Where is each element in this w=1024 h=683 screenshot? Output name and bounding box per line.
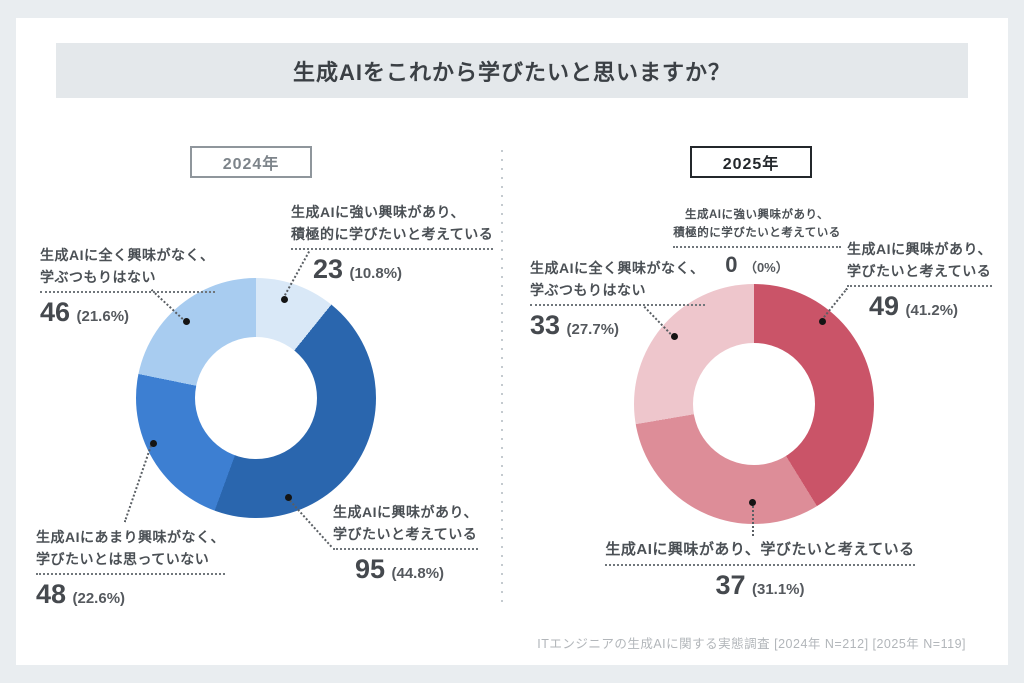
label-2025-interest-bottom: 生成AIに興味があり、学びたいと考えている 37 (31.1%) xyxy=(600,538,920,601)
label-2024-little-interest: 生成AIにあまり興味がなく、 学びたいとは思っていない 48 (22.6%) xyxy=(36,527,225,610)
leader-dot xyxy=(281,296,288,303)
label-2024-interest: 生成AIに興味があり、 学びたいと考えている 95 (44.8%) xyxy=(333,502,478,585)
segment-value: 0 （0%） xyxy=(725,251,789,277)
leader-dot xyxy=(183,318,190,325)
leader-dot xyxy=(749,499,756,506)
segment-value: 33 (27.7%) xyxy=(530,310,620,341)
segment-label-text: 生成AIに興味があり、 学びたいと考えている xyxy=(333,502,478,551)
segment-value: 37 (31.1%) xyxy=(715,570,805,601)
label-2024-no-interest: 生成AIに全く興味がなく、 学ぶつもりはない 46 (21.6%) xyxy=(40,245,215,328)
donut-chart-2024 xyxy=(136,278,376,518)
year-label-2024: 2024年 xyxy=(190,146,312,178)
title-band: 生成AIをこれから学びたいと思いますか？ xyxy=(56,43,968,98)
leader-dot xyxy=(819,318,826,325)
label-2025-interest: 生成AIに興味があり、 学びたいと考えている 49 (41.2%) xyxy=(847,239,992,322)
segment-label-text: 生成AIに強い興味があり、 積極的に学びたいと考えている xyxy=(291,202,494,251)
segment-label-text: 生成AIに全く興味がなく、 学ぶつもりはない xyxy=(40,245,215,294)
segment-label-text: 生成AIに興味があり、 学びたいと考えている xyxy=(847,239,992,288)
segment-value: 23 (10.8%) xyxy=(313,254,403,285)
segment-label-text: 生成AIにあまり興味がなく、 学びたいとは思っていない xyxy=(36,527,225,576)
leader-line xyxy=(752,506,754,536)
leader-dot xyxy=(150,440,157,447)
donut-hole xyxy=(195,337,317,459)
segment-value: 48 (22.6%) xyxy=(36,579,126,610)
dotted-divider xyxy=(501,150,503,605)
segment-label-text: 生成AIに強い興味があり、 積極的に学びたいと考えている xyxy=(673,206,841,248)
donut-hole xyxy=(693,343,815,465)
label-2025-no-interest: 生成AIに全く興味がなく、 学ぶつもりはない 33 (27.7%) xyxy=(530,258,705,341)
segment-value: 49 (41.2%) xyxy=(869,291,959,322)
label-2024-strong-interest: 生成AIに強い興味があり、 積極的に学びたいと考えている 23 (10.8%) xyxy=(291,202,494,285)
year-label-2025: 2025年 xyxy=(690,146,812,178)
page-title: 生成AIをこれから学びたいと思いますか？ xyxy=(292,59,731,85)
segment-label-text: 生成AIに全く興味がなく、 学ぶつもりはない xyxy=(530,258,705,307)
leader-dot xyxy=(671,333,678,340)
source-note: ITエンジニアの生成AIに関する実態調査 [2024年 N=212] [2025… xyxy=(537,637,966,651)
segment-value: 46 (21.6%) xyxy=(40,297,130,328)
label-2025-strong-interest: 生成AIに強い興味があり、 積極的に学びたいと考えている 0 （0%） xyxy=(662,206,852,278)
leader-dot xyxy=(285,494,292,501)
segment-value: 95 (44.8%) xyxy=(355,554,445,585)
segment-label-text: 生成AIに興味があり、学びたいと考えている xyxy=(605,538,915,567)
donut-chart-2025 xyxy=(634,284,874,524)
